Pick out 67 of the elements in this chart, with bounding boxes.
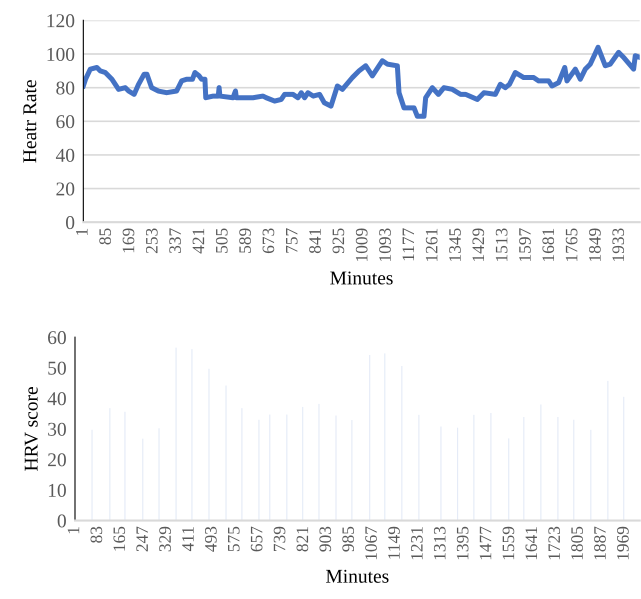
x-tick-label: 337 <box>169 228 181 253</box>
x-tick-label: 1345 <box>449 228 461 261</box>
y-tick-label: 80 <box>56 81 74 95</box>
x-axis-title: Minutes <box>326 570 389 583</box>
y-tick-label: 0 <box>58 514 66 528</box>
x-tick-label: 925 <box>332 228 344 254</box>
y-tick-label: 20 <box>48 453 66 466</box>
x-tick-label: 1231 <box>411 527 423 560</box>
y-tick-label: 20 <box>56 182 74 196</box>
x-tick-label: 1093 <box>379 228 391 261</box>
x-tick-label: 1641 <box>525 527 538 560</box>
x-tick-label: 1969 <box>617 526 629 560</box>
y-tick-label: 100 <box>48 48 74 61</box>
x-tick-label: 421 <box>192 228 204 254</box>
y-tick-label: 40 <box>56 148 74 162</box>
x-tick-label: 1765 <box>566 228 578 261</box>
y-tick-label: 60 <box>56 115 74 128</box>
x-tick-label: 493 <box>205 526 217 552</box>
x-tick-label: 1009 <box>356 228 368 261</box>
x-tick-label: 253 <box>146 228 158 254</box>
x-tick-label: 1933 <box>612 228 624 261</box>
y-tick-label: 120 <box>48 14 74 28</box>
y-axis-title: HRV score <box>24 387 38 471</box>
y-tick-label: 10 <box>48 484 66 497</box>
x-tick-label: 657 <box>250 526 262 552</box>
x-tick-label: 575 <box>228 526 240 552</box>
x-tick-label: 985 <box>342 526 354 552</box>
x-tick-label: 1477 <box>480 526 492 560</box>
x-tick-label: 165 <box>113 526 126 551</box>
x-tick-label: 739 <box>274 526 286 551</box>
x-tick-label: 1313 <box>434 526 446 560</box>
x-tick-label: 1597 <box>519 228 531 261</box>
x-tick-label: 1 <box>76 228 88 235</box>
x-tick-label: 505 <box>216 228 228 253</box>
x-tick-label: 1723 <box>548 526 560 560</box>
x-tick-label: 1177 <box>402 228 414 260</box>
y-tick-label: 0 <box>66 216 74 230</box>
x-tick-label: 1681 <box>542 228 554 261</box>
x-tick-label: 247 <box>136 526 148 552</box>
x-tick-label: 329 <box>159 526 171 552</box>
y-tick-label: 60 <box>48 331 66 344</box>
y-tick-label: 40 <box>48 392 66 406</box>
x-tick-label: 589 <box>239 228 251 253</box>
x-tick-label: 1559 <box>502 526 514 560</box>
x-tick-label: 903 <box>319 526 332 552</box>
y-tick-label: 30 <box>48 422 66 436</box>
y-tick-label: 50 <box>48 362 66 375</box>
x-tick-label: 1261 <box>426 228 438 261</box>
x-tick-label: 841 <box>309 228 321 254</box>
x-tick-label: 1395 <box>456 526 468 560</box>
x-axis-title: Minutes <box>330 271 393 285</box>
x-tick-label: 673 <box>262 228 274 254</box>
x-tick-label: 1887 <box>594 526 606 560</box>
x-tick-label: 1429 <box>472 228 484 261</box>
x-tick-label: 1149 <box>388 526 400 559</box>
x-tick-label: 411 <box>182 527 194 552</box>
x-tick-label: 1805 <box>571 526 583 560</box>
x-tick-label: 1849 <box>589 228 601 261</box>
x-tick-label: 757 <box>286 228 298 253</box>
x-tick-label: 169 <box>122 228 134 252</box>
x-tick-label: 821 <box>296 527 308 552</box>
x-tick-label: 1 <box>68 527 80 534</box>
x-tick-label: 1513 <box>496 228 508 261</box>
x-tick-label: 83 <box>90 526 102 543</box>
x-tick-label: 85 <box>99 228 111 244</box>
y-axis-title: Heatr Rate <box>23 80 36 163</box>
x-tick-label: 1067 <box>365 526 377 560</box>
